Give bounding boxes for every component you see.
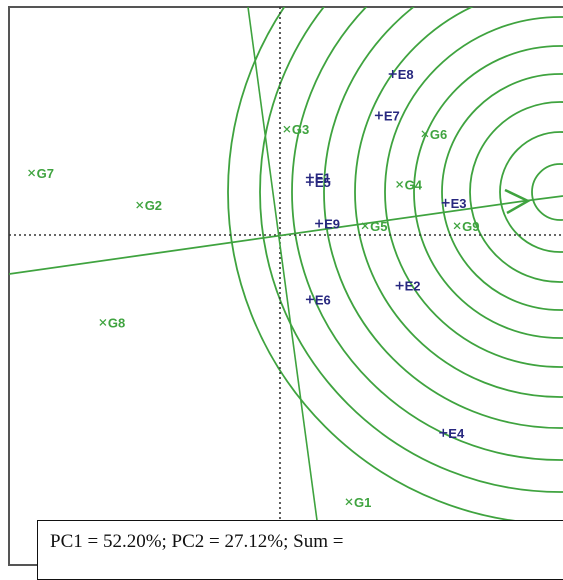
point-label-e1: E1: [315, 171, 331, 186]
average-environment-axis-extension: [523, 195, 563, 202]
genotype-point-g4: G4: [396, 177, 423, 192]
environment-point-e5: E5: [305, 175, 331, 190]
genotype-point-g9: G9: [453, 219, 479, 234]
point-label-g3: G3: [292, 122, 309, 137]
point-label-e7: E7: [384, 108, 400, 123]
average-environment-axis: [9, 200, 525, 275]
environment-point-e3: E3: [441, 196, 467, 211]
concentric-circle-5: [413, 45, 563, 339]
concentric-circle-6: [384, 16, 563, 368]
genotype-point-g5: G5: [361, 219, 387, 234]
point-label-e2: E2: [405, 279, 421, 294]
concentric-circle-10: [259, 7, 563, 493]
caption-text: PC1 = 52.20%; PC2 = 27.12%; Sum =: [50, 531, 344, 552]
point-label-e3: E3: [451, 196, 467, 211]
point-label-e4: E4: [448, 426, 465, 441]
point-label-e8: E8: [398, 67, 414, 82]
point-label-g8: G8: [108, 315, 125, 330]
genotype-point-g2: G2: [136, 198, 162, 213]
point-label-g7: G7: [37, 166, 54, 181]
environment-point-e8: E8: [388, 67, 414, 82]
concentric-circle-1: [531, 163, 563, 221]
concentric-circle-9: [291, 7, 563, 461]
environment-point-e7: E7: [374, 108, 400, 123]
genotype-point-g7: G7: [28, 166, 54, 181]
environment-point-e2: E2: [395, 279, 421, 294]
environment-point-e4: E4: [439, 426, 465, 441]
point-label-g5: G5: [370, 219, 387, 234]
point-label-g2: G2: [145, 198, 162, 213]
arrow-head-icon: [504, 188, 531, 215]
concentric-circle-2: [499, 131, 563, 253]
genotype-point-g1: G1: [345, 495, 371, 510]
point-label-g9: G9: [462, 219, 479, 234]
concentric-circle-8: [323, 7, 563, 429]
plot-area: G1 G2 G3 G4 G5 G6 G7 G8 G9 E1 E2 E3 E4 E5 E6 E7 E8 E9: [9, 7, 563, 565]
genotype-point-g6: G6: [421, 127, 447, 142]
genotype-point-g3: G3: [283, 122, 309, 137]
point-label-e5: E5: [315, 175, 331, 190]
concentric-circle-3: [469, 101, 563, 283]
environment-point-e6: E6: [305, 292, 331, 307]
genotype-point-g8: G8: [99, 315, 125, 330]
point-label-g4: G4: [405, 177, 423, 192]
point-label-g6: G6: [430, 127, 447, 142]
concentric-circle-4: [441, 73, 563, 311]
environment-point-e1: E1: [305, 171, 331, 186]
concentric-circle-7: [354, 7, 563, 398]
environment-point-e9: E9: [315, 217, 340, 232]
perpendicular-axis: [247, 7, 324, 565]
point-label-e6: E6: [315, 292, 331, 307]
concentric-circle-11: [227, 7, 563, 525]
caption-box: PC1 = 52.20%; PC2 = 27.12%; Sum =: [37, 520, 563, 580]
point-label-e9: E9: [324, 217, 340, 232]
point-label-g1: G1: [354, 495, 371, 510]
